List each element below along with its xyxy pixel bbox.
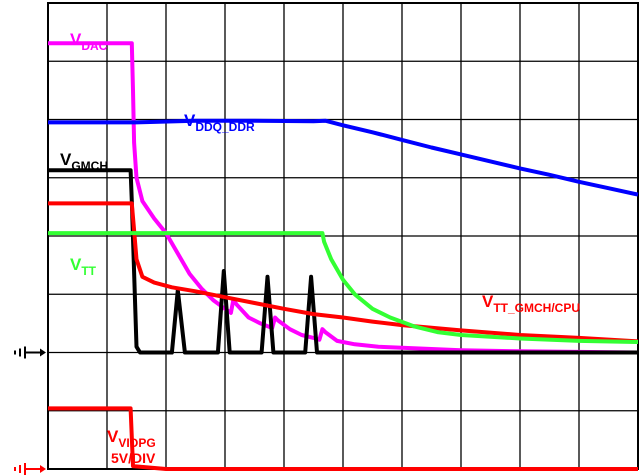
trace-vgmch	[48, 168, 638, 355]
ground-red-icon	[14, 463, 46, 475]
trace-vdac	[48, 41, 639, 355]
label-vdac-sub: DAC	[81, 39, 107, 53]
trace-vtt_gmch_cpu	[48, 201, 639, 344]
ground-black-icon	[14, 346, 46, 359]
label-vddq-sub: DDQ_DDR	[195, 120, 255, 134]
grid	[48, 3, 638, 469]
label-vtt-gmch-cpu: VTT_GMCH/CPU	[482, 292, 580, 315]
label-vddq-main: V	[184, 111, 196, 130]
label-scale: 5V/DIV	[111, 450, 156, 466]
label-vtt-main: V	[70, 255, 82, 274]
label-vvidpg-sub: VIDPG	[118, 436, 155, 450]
ground-markers	[14, 346, 46, 475]
label-vtt: VTT	[70, 255, 97, 278]
label-vgmch-sub: GMCH	[71, 159, 108, 173]
trace-vddq	[48, 118, 639, 197]
label-vtt-sub: TT	[81, 264, 96, 278]
trace-labels: VDAC VDDQ_DDR VGMCH VTT_GMCH/CPU VTT VVI…	[60, 30, 580, 466]
label-vddq-ddr: VDDQ_DDR	[184, 111, 255, 134]
label-vdac-main: V	[70, 30, 82, 49]
label-vdac: VDAC	[70, 30, 108, 53]
label-vvidpg: VVIDPG	[107, 427, 156, 450]
label-vgmch-main: V	[60, 150, 72, 169]
trace-vtt	[48, 231, 639, 344]
label-vtt-gmch-cpu-sub: TT_GMCH/CPU	[493, 301, 580, 315]
label-vgmch: VGMCH	[60, 150, 108, 173]
label-vvidpg-main: V	[107, 427, 119, 446]
label-vtt-gmch-cpu-main: V	[482, 292, 494, 311]
traces	[48, 41, 639, 471]
trace-vvidpg	[48, 406, 638, 471]
